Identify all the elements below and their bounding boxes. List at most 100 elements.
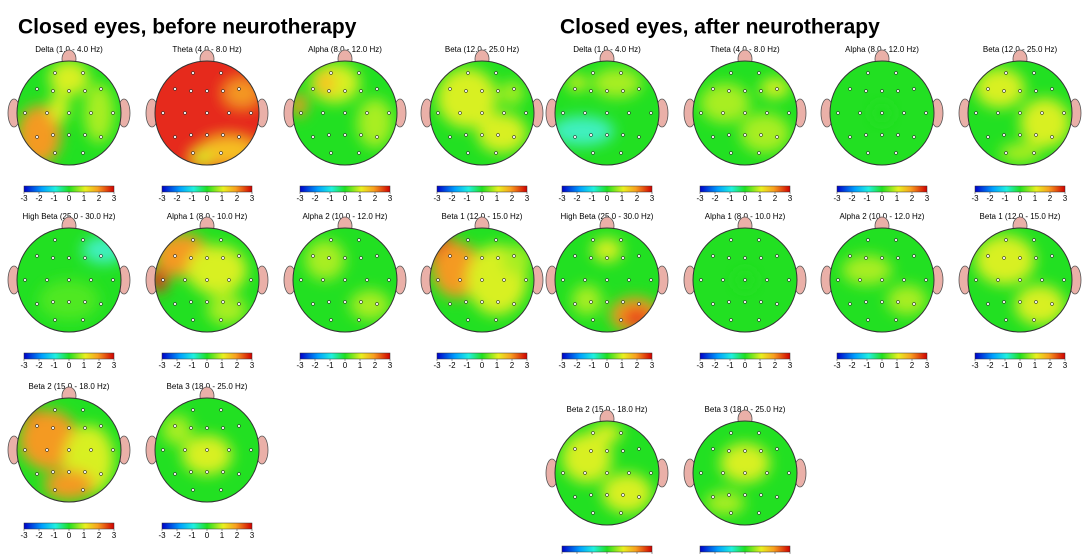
electrode xyxy=(480,300,484,304)
electrode xyxy=(699,278,703,282)
electrode xyxy=(161,111,165,115)
electrode xyxy=(45,111,49,115)
electrode xyxy=(221,133,225,137)
electrode xyxy=(775,87,779,91)
electrode xyxy=(649,111,653,115)
electrode xyxy=(480,278,484,282)
electrode xyxy=(111,278,115,282)
colorbar xyxy=(23,352,115,360)
head-outline xyxy=(967,60,1073,166)
electrode xyxy=(573,447,577,451)
electrode xyxy=(591,151,595,155)
electrode xyxy=(53,151,57,155)
electrode xyxy=(721,278,725,282)
colorbar-tick-label: 0 xyxy=(205,531,210,540)
colorbar-tick-label: -2 xyxy=(35,194,43,203)
colorbar-tick-label: -2 xyxy=(448,194,456,203)
electrode xyxy=(743,89,747,93)
electrode xyxy=(573,302,577,306)
electrode xyxy=(787,471,791,475)
electrode xyxy=(448,302,452,306)
colorbar-tick-label: 2 xyxy=(910,194,915,203)
colorbar-tick-label: -2 xyxy=(311,361,319,370)
electrode xyxy=(466,318,470,322)
topomap: Beta 1 (12.0 - 15.0 Hz)-3 -2 -1 0 1 2 3 xyxy=(958,212,1082,370)
electrode xyxy=(591,71,595,75)
electrode xyxy=(83,89,87,93)
colorbar-tick-label: 3 xyxy=(525,361,530,370)
electrode xyxy=(219,151,223,155)
electrode xyxy=(573,254,577,258)
electrode xyxy=(51,133,55,137)
colorbar-tick-label: 0 xyxy=(480,194,485,203)
electrode xyxy=(359,256,363,260)
electrode xyxy=(757,238,761,242)
electrode xyxy=(524,111,528,115)
electrode xyxy=(589,493,593,497)
electrode xyxy=(627,111,631,115)
electrode xyxy=(189,133,193,137)
electrode xyxy=(619,151,623,155)
electrode xyxy=(221,426,225,430)
electrode xyxy=(67,470,71,474)
electrode xyxy=(1034,133,1038,137)
electrode xyxy=(759,300,763,304)
electrode xyxy=(524,278,528,282)
electrode xyxy=(343,278,347,282)
electrode xyxy=(35,472,39,476)
electrode xyxy=(759,256,763,260)
electrode xyxy=(343,133,347,137)
colorbar-tick-label: -1 xyxy=(588,361,596,370)
electrode xyxy=(512,135,516,139)
electrode xyxy=(436,278,440,282)
colorbar-tick-label: 0 xyxy=(743,194,748,203)
head-outline xyxy=(967,227,1073,333)
colorbar-tick-label: 3 xyxy=(925,194,930,203)
head-outline xyxy=(692,227,798,333)
electrode xyxy=(458,278,462,282)
electrode xyxy=(494,238,498,242)
electrode xyxy=(711,302,715,306)
electrode xyxy=(836,278,840,282)
head-outline xyxy=(16,60,122,166)
electrode xyxy=(343,300,347,304)
colorbar-tick-label: 3 xyxy=(388,361,393,370)
electrode xyxy=(621,133,625,137)
electrode xyxy=(23,278,27,282)
electrode xyxy=(51,470,55,474)
electrode xyxy=(23,448,27,452)
electrode xyxy=(466,71,470,75)
electrode xyxy=(1018,256,1022,260)
electrode xyxy=(589,449,593,453)
electrode xyxy=(375,87,379,91)
head-map xyxy=(555,61,659,165)
topomap: Delta (1.0 - 4.0 Hz)-3 -2 -1 0 1 2 3 xyxy=(545,45,669,203)
electrode xyxy=(83,300,87,304)
electrode xyxy=(1018,89,1022,93)
electrode xyxy=(436,111,440,115)
electrode xyxy=(161,448,165,452)
electrode xyxy=(512,302,516,306)
electrode xyxy=(173,472,177,476)
colorbar-tick-label: 2 xyxy=(373,361,378,370)
electrode xyxy=(311,135,315,139)
colorbar-tick-label: 3 xyxy=(1063,194,1068,203)
colorbar-tick-label: 3 xyxy=(788,194,793,203)
electrode xyxy=(81,488,85,492)
colorbar-tick-label: -2 xyxy=(311,194,319,203)
electrode xyxy=(848,135,852,139)
electrode xyxy=(986,254,990,258)
electrode xyxy=(161,278,165,282)
electrode xyxy=(757,431,761,435)
electrode xyxy=(45,278,49,282)
electrode xyxy=(711,254,715,258)
colorbar-tick-label: 1 xyxy=(620,361,625,370)
head-outline xyxy=(554,60,660,166)
electrode xyxy=(711,135,715,139)
electrode xyxy=(864,133,868,137)
electrode xyxy=(591,318,595,322)
electrode xyxy=(466,151,470,155)
colorbar-tick-label: -1 xyxy=(463,194,471,203)
electrode xyxy=(729,151,733,155)
